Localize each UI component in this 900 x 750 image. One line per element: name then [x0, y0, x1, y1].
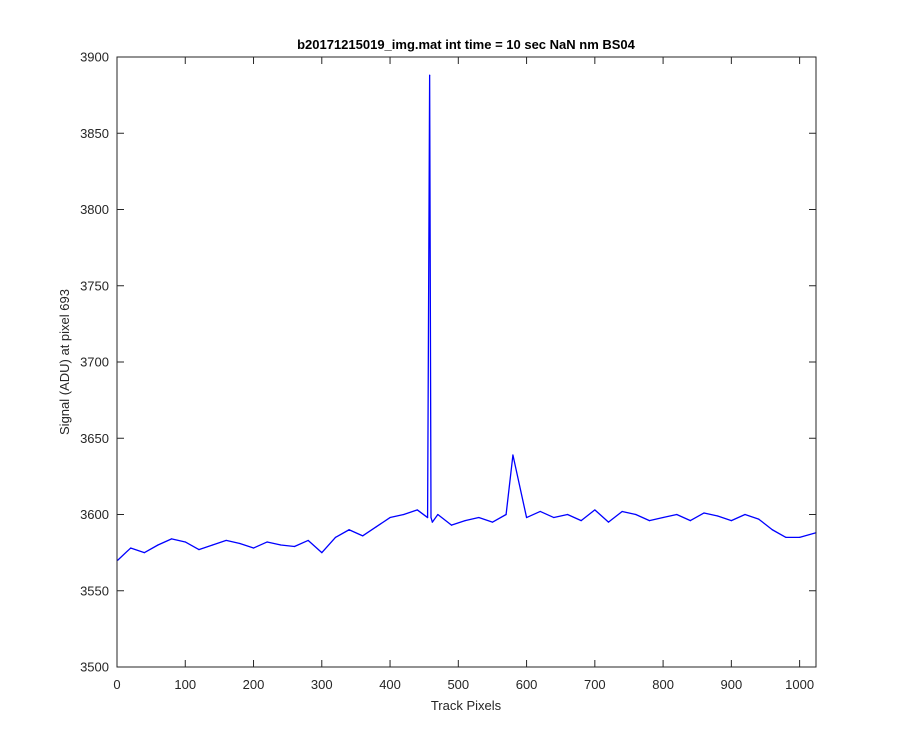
data-point	[437, 513, 439, 516]
data-point	[266, 541, 268, 543]
y-tick-label: 3750	[80, 278, 109, 293]
series-layer	[117, 74, 817, 561]
data-point	[758, 518, 760, 520]
plot-area	[117, 57, 816, 667]
data-point	[348, 529, 350, 531]
data-point	[321, 552, 323, 554]
data-point	[525, 516, 528, 519]
data-point	[389, 516, 391, 519]
data-point	[293, 545, 296, 548]
series-line	[117, 74, 817, 561]
data-point	[771, 529, 773, 531]
data-point	[662, 516, 664, 519]
data-point	[703, 512, 705, 514]
data-point	[334, 536, 337, 538]
data-point	[744, 513, 746, 516]
data-point	[491, 521, 494, 523]
data-point	[252, 547, 255, 549]
data-point	[539, 510, 541, 513]
data-point	[717, 515, 719, 517]
data-point	[594, 509, 596, 511]
x-tick-label: 0	[113, 677, 120, 692]
data-point	[676, 513, 678, 516]
data-point	[621, 510, 623, 513]
data-point	[416, 509, 418, 511]
x-tick-label: 700	[584, 677, 606, 692]
x-tick-label: 1000	[785, 677, 814, 692]
x-tick-label: 200	[243, 677, 265, 692]
x-tick-label: 100	[174, 677, 196, 692]
data-point	[512, 454, 514, 456]
x-tick-label: 300	[311, 677, 333, 692]
data-point	[211, 544, 214, 546]
data-point	[280, 544, 282, 546]
x-axis-label: Track Pixels	[431, 698, 502, 713]
data-point	[785, 536, 787, 538]
y-tick-label: 3500	[80, 660, 109, 675]
chart-title: b20171215019_img.mat int time = 10 sec N…	[297, 37, 636, 52]
data-point	[403, 513, 405, 516]
data-point	[362, 535, 364, 537]
data-point	[157, 544, 159, 546]
data-point	[429, 74, 431, 76]
data-point	[198, 548, 200, 551]
data-point	[184, 541, 186, 543]
data-point	[431, 521, 433, 523]
data-point	[130, 547, 132, 549]
data-point	[607, 521, 610, 523]
data-point	[464, 520, 466, 522]
data-point	[799, 536, 801, 538]
data-point	[553, 516, 555, 519]
data-point	[426, 516, 429, 519]
data-point	[430, 516, 432, 519]
data-point	[689, 520, 691, 522]
x-tick-label: 900	[721, 677, 743, 692]
data-point	[580, 520, 582, 522]
x-tick-label: 500	[447, 677, 469, 692]
data-point	[225, 539, 227, 542]
y-tick-label: 3800	[80, 202, 109, 217]
data-point	[307, 539, 309, 542]
x-tick-label: 600	[516, 677, 538, 692]
y-tick-label: 3850	[80, 126, 109, 141]
y-tick-label: 3550	[80, 583, 109, 598]
data-point	[648, 520, 651, 522]
data-point	[566, 513, 569, 516]
y-axis-label: Signal (ADU) at pixel 693	[57, 289, 72, 435]
y-tick-label: 3900	[80, 50, 109, 65]
x-tick-label: 400	[379, 677, 401, 692]
data-point	[730, 520, 732, 522]
data-point	[478, 516, 480, 519]
y-tick-label: 3650	[80, 431, 109, 446]
y-tick-label: 3700	[80, 355, 109, 370]
data-point	[635, 513, 637, 516]
data-point	[505, 513, 507, 516]
data-point	[239, 542, 241, 545]
x-tick-label: 800	[652, 677, 674, 692]
tick-layer: 0 100 200 300 400 500 600 700 800 900 1000 3500 3550…	[80, 50, 816, 692]
y-tick-label: 3600	[80, 507, 109, 522]
data-point	[143, 552, 145, 554]
data-point	[450, 524, 453, 526]
data-point	[375, 526, 377, 528]
data-point	[171, 538, 173, 540]
